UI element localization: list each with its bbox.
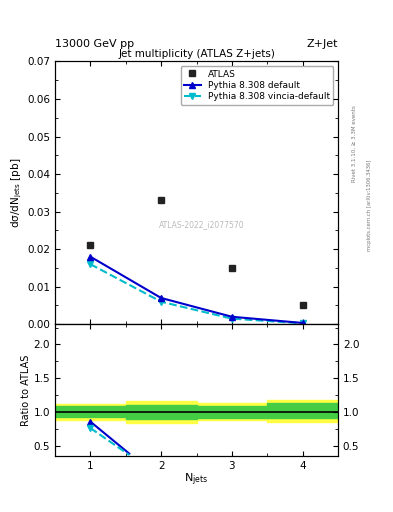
Pythia 8.308 vincia-default [159, 298, 163, 305]
ATLAS [159, 197, 163, 203]
Line: ATLAS: ATLAS [87, 197, 306, 309]
Pythia 8.308 default [88, 253, 93, 260]
Text: Rivet 3.1.10, ≥ 3.3M events: Rivet 3.1.10, ≥ 3.3M events [352, 105, 357, 182]
X-axis label: N$_\mathrm{jets}$: N$_\mathrm{jets}$ [184, 472, 209, 488]
Pythia 8.308 default [230, 314, 234, 320]
Y-axis label: Ratio to ATLAS: Ratio to ATLAS [21, 354, 31, 425]
Pythia 8.308 default [300, 320, 305, 326]
Pythia 8.308 default [159, 295, 163, 301]
ATLAS [88, 242, 93, 248]
ATLAS [300, 303, 305, 309]
Text: 13000 GeV pp: 13000 GeV pp [55, 38, 134, 49]
Line: Pythia 8.308 default: Pythia 8.308 default [87, 253, 306, 327]
Y-axis label: dσ/dN$_\mathrm{jets}$ [pb]: dσ/dN$_\mathrm{jets}$ [pb] [10, 158, 24, 228]
Pythia 8.308 vincia-default [88, 261, 93, 267]
ATLAS [230, 265, 234, 271]
Text: ATLAS-2022_i2077570: ATLAS-2022_i2077570 [159, 220, 245, 229]
Text: mcplots.cern.ch [arXiv:1306.3436]: mcplots.cern.ch [arXiv:1306.3436] [367, 159, 373, 250]
Pythia 8.308 vincia-default [230, 315, 234, 322]
Title: Jet multiplicity (ATLAS Z+jets): Jet multiplicity (ATLAS Z+jets) [118, 49, 275, 59]
Line: Pythia 8.308 vincia-default: Pythia 8.308 vincia-default [87, 261, 306, 327]
Pythia 8.308 vincia-default [300, 321, 305, 327]
Legend: ATLAS, Pythia 8.308 default, Pythia 8.308 vincia-default: ATLAS, Pythia 8.308 default, Pythia 8.30… [181, 66, 334, 104]
Text: Z+Jet: Z+Jet [307, 38, 338, 49]
